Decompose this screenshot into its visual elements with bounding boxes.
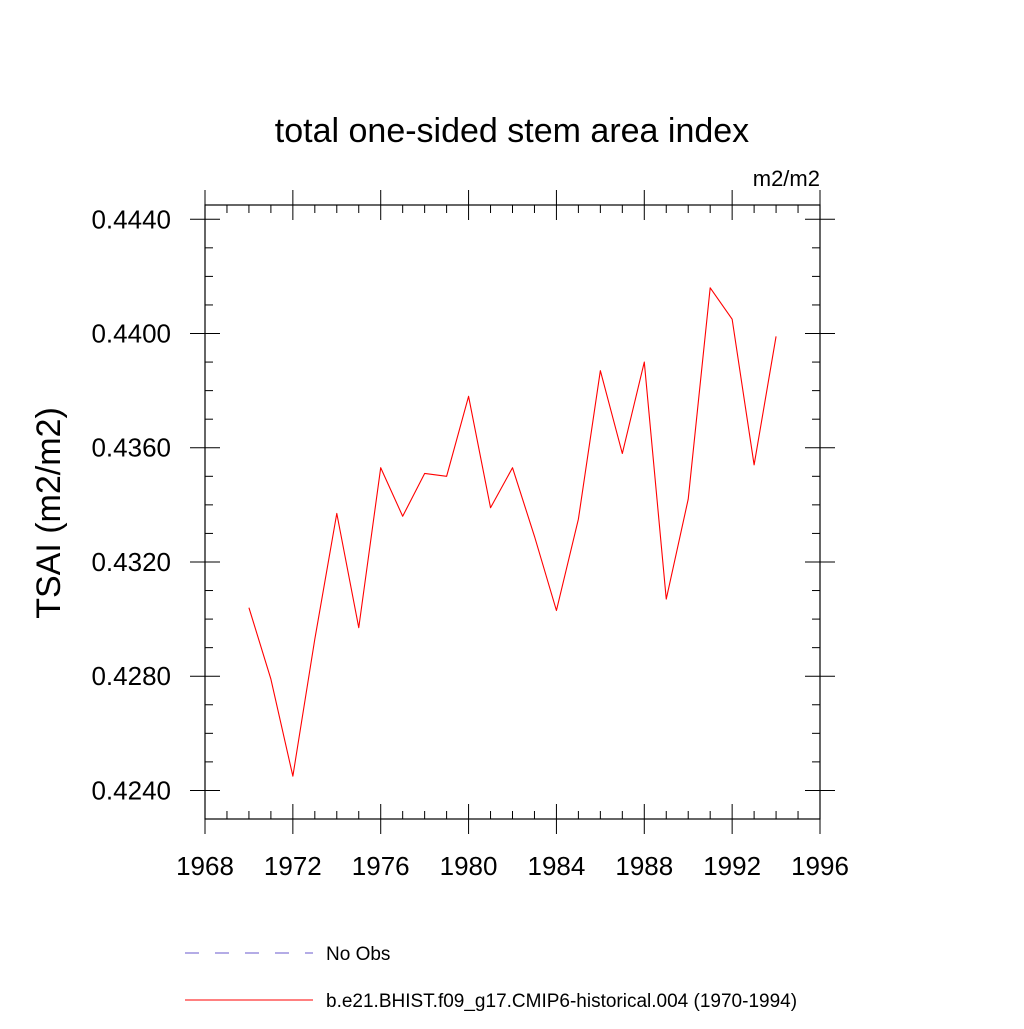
x-tick-label: 1992 [703,851,761,881]
y-tick-label: 0.4240 [91,775,171,805]
x-tick-label: 1996 [791,851,849,881]
y-tick-label: 0.4280 [91,661,171,691]
series-layer [248,287,777,777]
y-tick-label: 0.4440 [91,204,171,234]
plot-frame [204,204,821,820]
y-tick-label: 0.4360 [91,433,171,463]
y-tick-label: 0.4320 [91,547,171,577]
chart-title: total one-sided stem area index [275,112,749,150]
y-axis-label: TSAI (m2/m2) [30,407,68,619]
x-tick-label: 1988 [615,851,673,881]
x-tick-label: 1976 [352,851,410,881]
x-tick-label: 1984 [528,851,586,881]
x-tick-label: 1980 [440,851,498,881]
legend-label: No Obs [326,944,390,965]
x-tick-label: 1968 [176,851,234,881]
series-line [248,287,777,777]
legend-label: b.e21.BHIST.f09_g17.CMIP6-historical.004… [326,991,797,1012]
legend: No Obs b.e21.BHIST.f09_g17.CMIP6-historic… [185,944,797,1012]
axis-tick-labels: 1968 1972 1976 1980 1984 1988 1992 1996 0.4240 0.… [91,204,848,881]
y-tick-label: 0.4400 [91,319,171,349]
axis-ticks [190,190,835,834]
x-tick-label: 1972 [264,851,322,881]
units-label: m2/m2 [753,166,820,191]
